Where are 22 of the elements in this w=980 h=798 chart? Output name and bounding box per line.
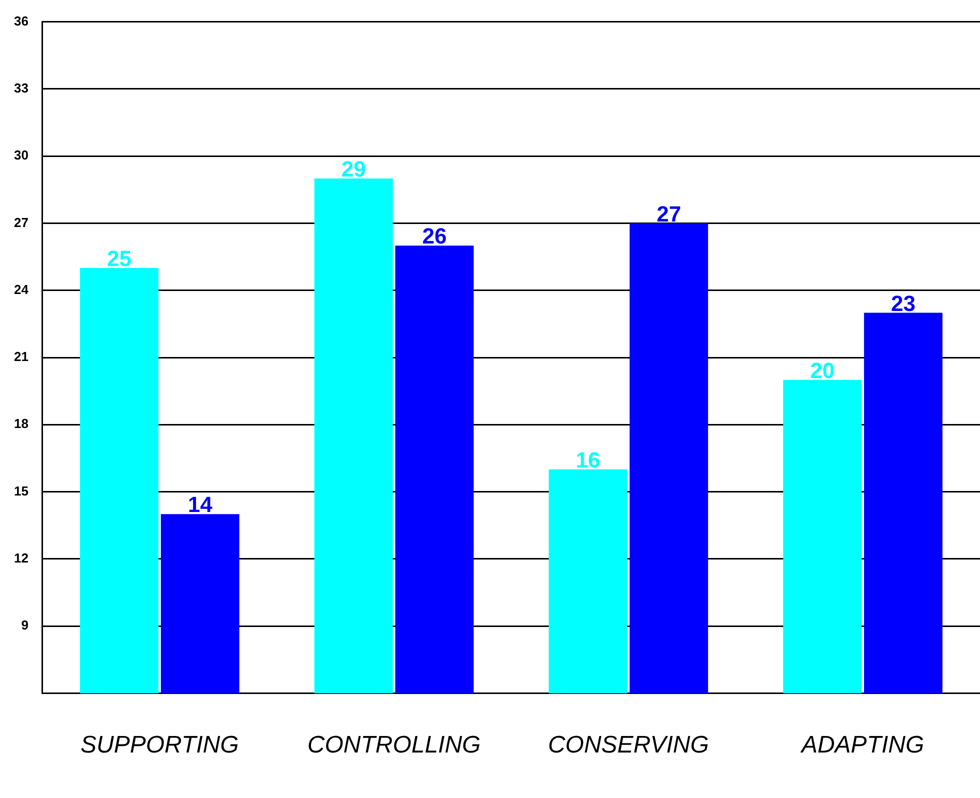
y-tick-label: 24 <box>14 282 30 297</box>
y-tick-label: 12 <box>14 550 28 566</box>
y-tick-label: 15 <box>14 483 28 498</box>
data-label: 27 <box>656 201 682 226</box>
data-label: 25 <box>106 246 132 272</box>
data-label: 26 <box>422 224 447 249</box>
data-label: 29 <box>341 156 366 182</box>
y-tick-label: 30 <box>14 148 28 163</box>
x-tick-label: CONTROLLING <box>307 731 481 758</box>
y-tick-label: 36 <box>14 13 28 28</box>
data-label: 16 <box>576 447 600 472</box>
x-tick-label: CONSERVING <box>548 731 709 758</box>
y-tick-label: 18 <box>14 416 28 432</box>
y-tick-label: 21 <box>14 349 28 364</box>
y-tick-label: 33 <box>14 80 28 96</box>
y-tick-label: 9 <box>21 618 28 633</box>
x-tick-label: ADAPTING <box>799 731 924 758</box>
data-label: 20 <box>810 358 835 383</box>
data-label: 23 <box>890 290 916 316</box>
x-tick-label: SUPPORTING <box>80 731 239 758</box>
y-tick-label: 27 <box>14 214 28 230</box>
data-label: 14 <box>188 492 214 518</box>
